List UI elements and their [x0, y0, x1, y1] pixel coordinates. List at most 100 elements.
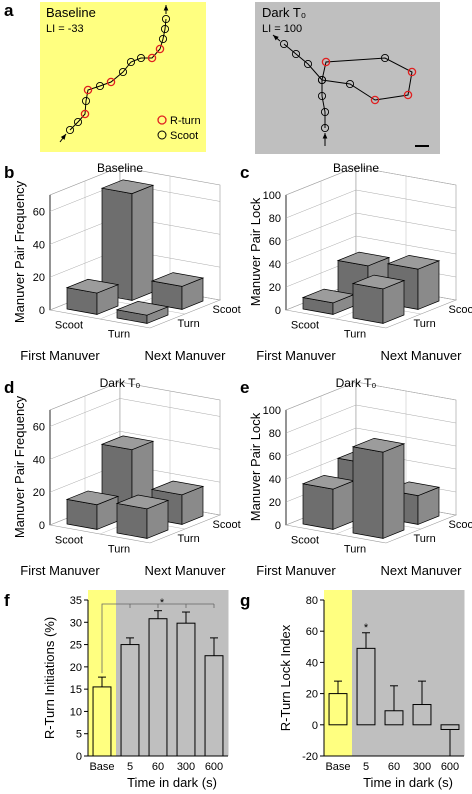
y-label: Next Manuver: [381, 563, 463, 578]
arrow-head: [60, 134, 66, 140]
z-tick-label: 100: [263, 190, 281, 202]
z-tick-label: 80: [269, 213, 281, 225]
z-tick-label: 0: [275, 520, 281, 532]
position: [83, 85, 93, 95]
background: [380, 590, 409, 756]
bar-top: [65, 490, 120, 506]
y-tick-label: 60: [306, 626, 318, 638]
position: [161, 14, 171, 24]
significance: *: [364, 622, 369, 634]
series-label: Scoot: [449, 304, 472, 316]
grid-line: [285, 212, 457, 242]
z-tick-label: 40: [269, 259, 281, 271]
position: [380, 53, 390, 63]
y-label: Next Manuver: [145, 563, 227, 578]
category-label: Turn: [344, 544, 366, 556]
position: [81, 96, 91, 106]
y-tick-label: -20: [302, 751, 318, 763]
category-label: Scoot: [55, 320, 83, 332]
grid-line: [285, 235, 457, 265]
bar-top: [115, 494, 170, 510]
z-tick-label: 0: [39, 305, 45, 317]
bar-top: [150, 272, 205, 287]
z-label: Manuver Pair Frequency: [12, 180, 27, 323]
bar-top: [65, 278, 120, 294]
z-tick-label: 60: [269, 451, 281, 463]
bar-front: [352, 446, 384, 539]
position: [291, 49, 301, 59]
bar: [384, 710, 404, 726]
arrow-head: [322, 133, 328, 139]
bar-side: [131, 184, 154, 301]
position: [370, 95, 380, 105]
y-label: Next Manuver: [381, 348, 463, 363]
bar-side: [382, 443, 405, 539]
bar-top: [351, 437, 406, 453]
series-label: Scoot: [213, 304, 241, 316]
x-label: First Manuver: [20, 563, 100, 578]
position: [118, 67, 128, 77]
background: [324, 590, 353, 756]
grid-line: [285, 166, 457, 196]
bar: [204, 655, 224, 757]
position: [160, 24, 170, 34]
position: [95, 81, 105, 91]
z-tick-label: 20: [33, 272, 45, 284]
position: [317, 75, 327, 85]
bar-top: [100, 179, 155, 194]
chart-title: Baseline: [333, 161, 379, 175]
chart-panel: f 0 5 10 15 20 25 30 35 Base 5 60 300 600 R-Turn Initi…: [4, 590, 229, 790]
position: [317, 91, 327, 101]
left-index: LI = -33: [46, 23, 84, 35]
panel-label: c: [240, 163, 249, 182]
category-label: Scoot: [291, 535, 319, 547]
category-label: Scoot: [55, 535, 83, 547]
position: [320, 107, 330, 117]
y-tick-label: 0: [76, 751, 82, 763]
grid-line: [285, 427, 457, 457]
trajectory: [272, 34, 417, 146]
significance: *: [160, 597, 165, 609]
x-tick-label: 5: [363, 761, 369, 773]
panel-label: d: [4, 378, 14, 397]
position: [73, 117, 83, 127]
z-tick-label: 20: [269, 497, 281, 509]
panel-label: f: [4, 591, 10, 610]
grid-line: [285, 189, 457, 219]
z-tick-label: 80: [269, 428, 281, 440]
x-tick-label: 300: [177, 761, 195, 773]
position: [303, 59, 313, 69]
x-tick-label: Base: [325, 761, 350, 773]
bar-top: [150, 480, 205, 496]
grid-line: [49, 431, 221, 460]
y-tick-label: 40: [306, 657, 318, 669]
position: [155, 44, 165, 54]
panel-label: b: [4, 163, 14, 182]
category-label: Turn: [108, 544, 130, 556]
x-tick-label: 60: [152, 761, 164, 773]
left-title: Baseline: [46, 5, 96, 20]
chart-panel: g -20 0 20 40 60 80 Base 5 60 300 600 R-Turn Lock In…: [240, 590, 465, 790]
y-tick-label: 20: [70, 662, 82, 674]
z-tick-label: 60: [269, 236, 281, 248]
z-tick-label: 100: [263, 405, 281, 417]
y-tick-label: 20: [306, 689, 318, 701]
z-tick-label: 40: [269, 474, 281, 486]
x-label: First Manuver: [256, 348, 336, 363]
position: [279, 39, 289, 49]
bar-front: [116, 503, 148, 539]
bar-top: [336, 251, 391, 267]
y-tick-label: 10: [70, 706, 82, 718]
z-tick-label: 0: [39, 520, 45, 532]
y-tick-label: 15: [70, 684, 82, 696]
grid-line: [49, 398, 221, 427]
position: [147, 53, 157, 63]
series-label: Scoot: [449, 519, 472, 531]
chart-panel: c 0 20 40 60 80 100 Scoot Turn Scoot Turn Baseline M…: [240, 161, 472, 363]
y-tick-label: 25: [70, 640, 82, 652]
x-label: First Manuver: [256, 563, 336, 578]
dark-bg: [255, 2, 440, 154]
z-tick-label: 0: [275, 305, 281, 317]
panel-label: a: [4, 1, 14, 20]
